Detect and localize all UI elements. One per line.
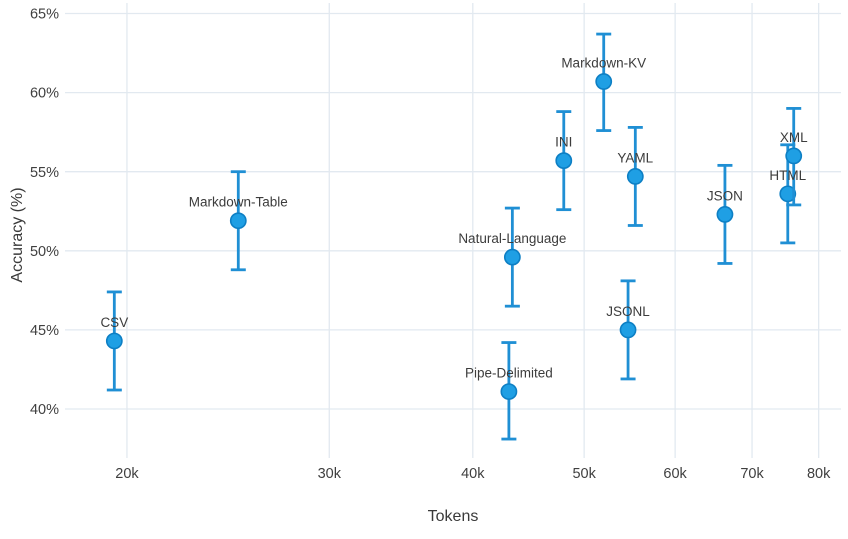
- x-tick-label: 20k: [115, 466, 139, 482]
- data-point-label: CSV: [100, 315, 128, 330]
- data-point-label: JSON: [707, 188, 743, 203]
- data-point-marker[interactable]: [619, 321, 637, 339]
- data-point-label: YAML: [617, 150, 653, 165]
- x-tick-label: 60k: [663, 466, 687, 482]
- data-point-marker[interactable]: [595, 73, 613, 90]
- data-point-marker[interactable]: [500, 383, 518, 400]
- data-point-marker[interactable]: [503, 248, 521, 266]
- y-tick-label: 65%: [30, 7, 59, 23]
- y-tick-label: 60%: [30, 86, 59, 102]
- data-point-label: XML: [780, 130, 808, 145]
- y-tick-label: 40%: [30, 402, 59, 418]
- y-tick-label: 55%: [30, 165, 59, 181]
- x-tick-label: 80k: [807, 466, 831, 482]
- y-tick-label: 45%: [30, 323, 59, 339]
- data-point-marker[interactable]: [785, 147, 803, 165]
- data-point-marker[interactable]: [105, 332, 123, 350]
- x-axis-title: Tokens: [427, 508, 479, 525]
- data-point-label: JSONL: [606, 304, 650, 319]
- data-point-marker[interactable]: [779, 185, 797, 203]
- data-point-label: Markdown-Table: [189, 195, 288, 210]
- x-tick-label: 40k: [461, 466, 485, 482]
- y-tick-label: 50%: [30, 244, 59, 260]
- data-point-label: INI: [555, 135, 572, 150]
- data-point-label: Pipe-Delimited: [465, 366, 553, 381]
- data-point-label: HTML: [769, 168, 806, 183]
- data-point-marker[interactable]: [555, 152, 573, 170]
- data-point-marker[interactable]: [626, 168, 644, 185]
- y-axis-title: Accuracy (%): [9, 187, 26, 283]
- data-point-marker[interactable]: [716, 206, 734, 223]
- x-tick-label: 50k: [572, 466, 596, 482]
- x-tick-label: 70k: [740, 466, 764, 482]
- data-point-marker[interactable]: [229, 212, 247, 230]
- data-point-label: Natural-Language: [458, 231, 566, 246]
- x-tick-label: 30k: [318, 466, 342, 482]
- data-point-label: Markdown-KV: [561, 56, 646, 71]
